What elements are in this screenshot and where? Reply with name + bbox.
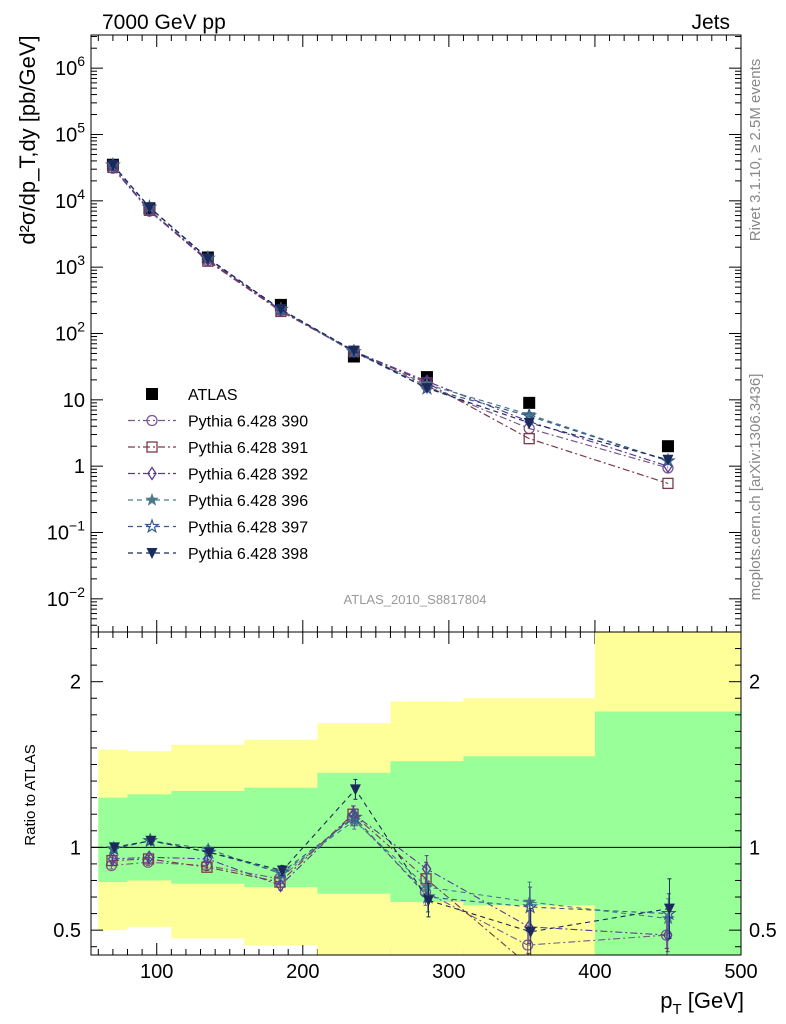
data-point xyxy=(523,396,536,409)
ratio-series-group xyxy=(105,778,677,970)
ratio-tick-label-left: 1 xyxy=(70,837,81,859)
legend-label: Pythia 6.428 397 xyxy=(188,520,308,537)
header-right: Jets xyxy=(691,11,730,34)
ratio-point xyxy=(346,809,363,825)
uncertainty-band-inner xyxy=(463,756,595,906)
band-group xyxy=(98,632,741,955)
series-point xyxy=(662,454,674,466)
ratio-point xyxy=(276,865,288,877)
ratio-point xyxy=(523,960,533,970)
legend-marker xyxy=(144,518,160,534)
legend-label: Pythia 6.428 396 xyxy=(188,493,308,510)
ratio-point xyxy=(349,784,361,796)
series-point xyxy=(523,417,535,429)
y-tick-label: 10−1 xyxy=(47,518,85,545)
x-axis-label: pT [GeV] xyxy=(660,988,744,1018)
legend-marker xyxy=(146,388,158,400)
y-tick-label: 106 xyxy=(55,53,85,80)
data-point xyxy=(661,440,674,453)
x-tick-label: 300 xyxy=(432,961,465,983)
ratio-series-line xyxy=(111,813,518,955)
series-point xyxy=(348,345,360,357)
series-point xyxy=(662,477,674,490)
ratio-point xyxy=(661,911,676,925)
main-frame xyxy=(90,34,742,633)
ratio-point xyxy=(525,926,537,938)
series-point xyxy=(421,383,433,395)
ratio-point xyxy=(108,842,120,854)
ratio-point xyxy=(662,960,672,970)
series-line xyxy=(112,166,669,467)
legend-label: Pythia 6.428 391 xyxy=(188,440,308,457)
ratio-tick-label-right: 1 xyxy=(749,837,760,859)
uncertainty-band-inner xyxy=(98,797,128,883)
ratio-frame xyxy=(90,631,742,956)
ratio-panel: 0.5 0.5 1 1 2 2 100 200 300 400 500 xyxy=(53,631,777,983)
legend-label: Pythia 6.428 398 xyxy=(188,546,308,563)
series-line xyxy=(112,164,669,461)
ratio-point xyxy=(421,861,432,877)
series-point xyxy=(107,159,119,171)
y-tick-label: 10−2 xyxy=(47,584,85,611)
main-panel: 10−2 10−1 1 10 102 103 104 105 106 xyxy=(47,34,742,633)
rivet-version-label: Rivet 3.1.10, ≥ 2.5M events xyxy=(747,59,764,242)
y-axis-label: d²σ/dp_T,dy [pb/GeV] xyxy=(15,35,40,244)
ratio-point xyxy=(522,939,534,951)
ratio-series-line xyxy=(112,813,668,936)
ratio-series-line xyxy=(114,788,670,933)
x-tick-label: 400 xyxy=(578,961,611,983)
x-axis-title: pT [GeV] xyxy=(660,988,744,1018)
y-tick-label: 1 xyxy=(74,456,85,478)
legend-label: Pythia 6.428 390 xyxy=(188,414,308,431)
ratio-tick-label-left: 0.5 xyxy=(53,920,81,942)
legend-marker xyxy=(146,548,158,559)
y-tick-label: 10 xyxy=(63,390,85,412)
mcplots-label: mcplots.cern.ch [arXiv:1306.3436] xyxy=(747,374,764,601)
legend-marker xyxy=(146,414,158,427)
y-tick-label: 103 xyxy=(55,252,85,279)
ratio-point xyxy=(275,878,286,893)
series-point xyxy=(523,432,535,445)
ratio-point xyxy=(145,835,157,847)
ratio-point xyxy=(420,879,435,893)
legend-marker xyxy=(146,441,158,453)
ratio-point xyxy=(107,851,118,867)
series-point xyxy=(275,304,287,316)
ratio-point xyxy=(522,898,539,914)
ratio-tick-label-right: 0.5 xyxy=(749,920,777,942)
legend-marker xyxy=(147,466,157,481)
y-axis-title: d²σ/dp_T,dy [pb/GeV] xyxy=(15,35,40,244)
analysis-label: ATLAS_2010_S8817804 xyxy=(344,592,487,607)
y-tick-label: 102 xyxy=(55,319,85,346)
y-tick-label: 105 xyxy=(55,120,85,147)
x-tick-label: 100 xyxy=(140,961,173,983)
ratio-series-line xyxy=(111,816,667,946)
legend-marker xyxy=(145,492,159,506)
legend-label: ATLAS xyxy=(188,387,238,404)
ratio-point xyxy=(663,903,675,915)
series-point xyxy=(143,202,155,214)
ratio-tick-label-right: 2 xyxy=(749,672,760,694)
series-point xyxy=(522,407,537,421)
x-tick-label: 500 xyxy=(724,961,757,983)
ratio-tick-label-left: 2 xyxy=(70,672,81,694)
series-point xyxy=(202,253,214,265)
header-left: 7000 GeV pp xyxy=(102,11,226,34)
ratio-point xyxy=(660,905,677,921)
ratio-y-axis-label: Ratio to ATLAS xyxy=(22,744,39,845)
ratio-point xyxy=(144,850,154,865)
series-line xyxy=(112,166,669,484)
y-tick-label: 104 xyxy=(55,186,85,213)
legend-label: Pythia 6.428 392 xyxy=(188,467,308,484)
legend: ATLAS Pythia 6.428 390 Pythia 6.428 391 Pyt… xyxy=(128,387,308,563)
x-tick-label: 200 xyxy=(286,961,319,983)
ratio-point xyxy=(422,895,434,907)
ratio-point xyxy=(203,847,215,859)
